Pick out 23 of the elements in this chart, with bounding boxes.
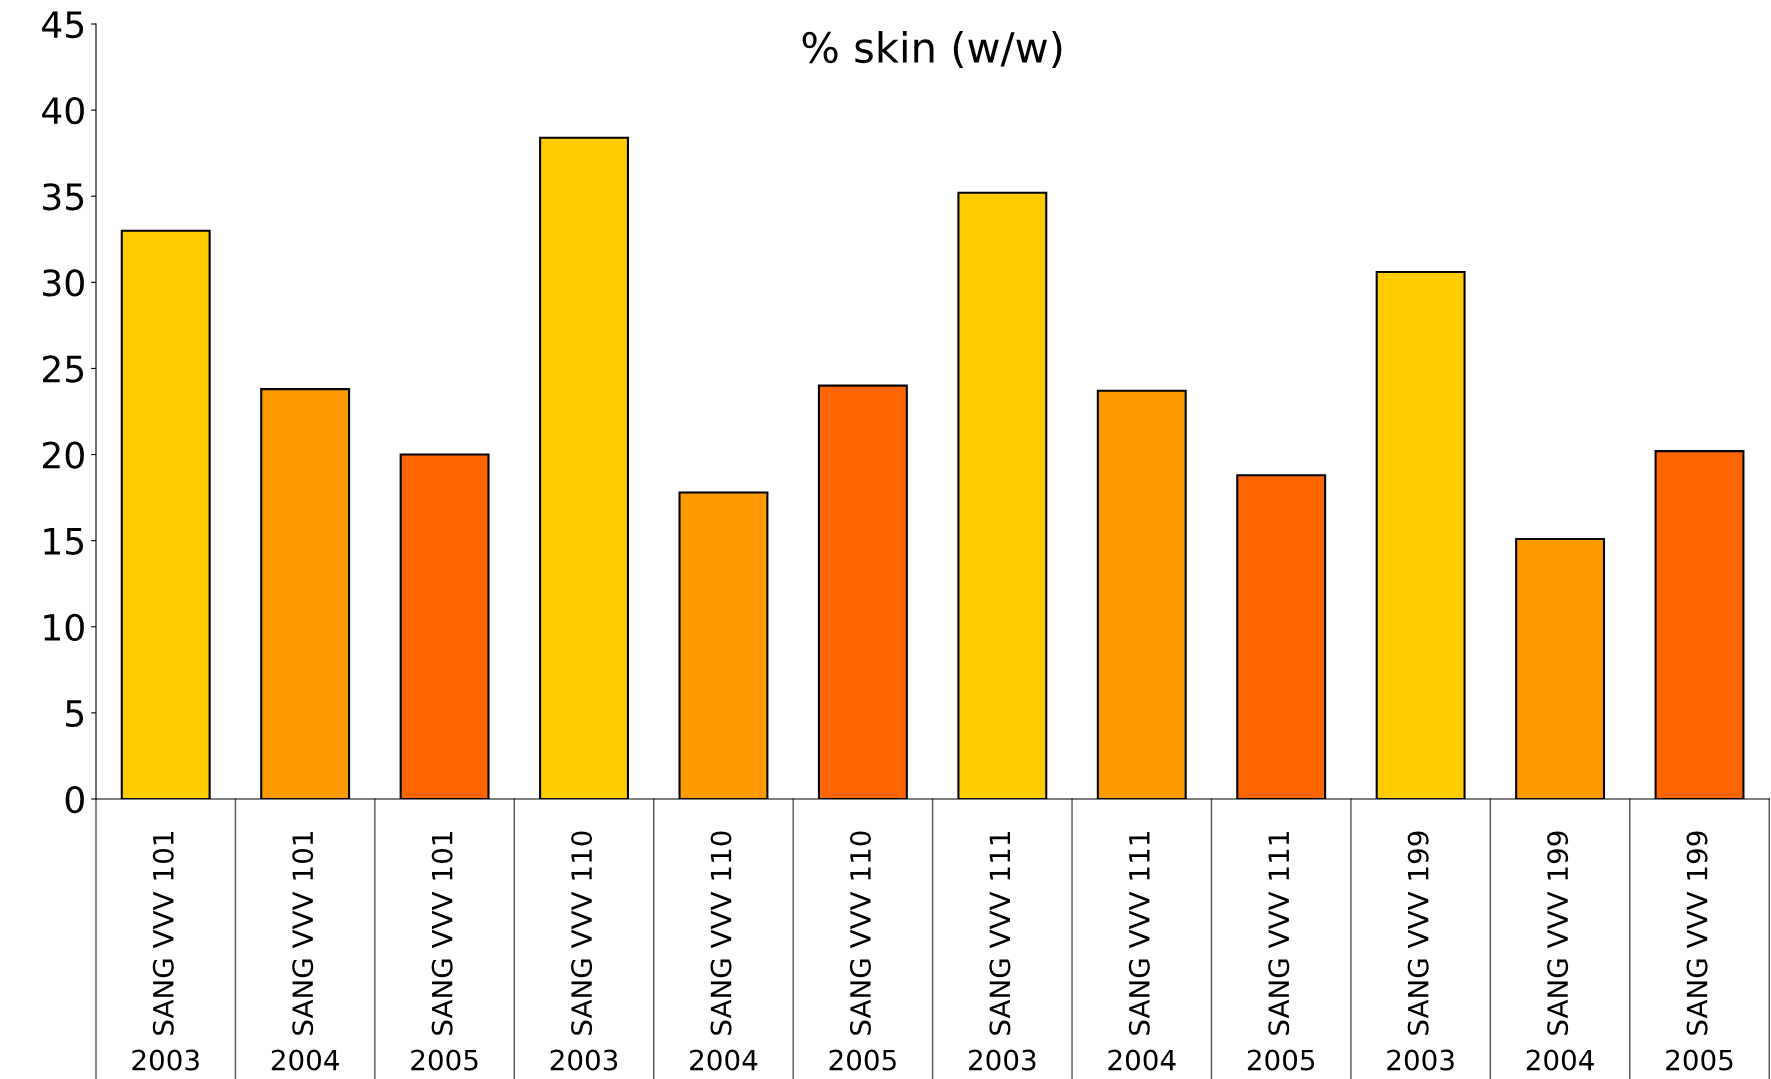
category-label: SANG VVV 111 2003: [969, 832, 1036, 1071]
y-tick-label: 10: [44, 613, 84, 642]
category-label: SANG VVV 199 2003: [1387, 831, 1454, 1071]
category-label: SANG VVV 111 2004: [1108, 832, 1176, 1071]
y-tick-label: 40: [42, 97, 84, 125]
category-label: SANG VVV 101 2004: [271, 832, 339, 1071]
y-tick-label: 5: [66, 700, 84, 728]
y-tick-label: 30: [43, 269, 84, 297]
category-label: SANG VVV 199 2005: [1666, 831, 1733, 1071]
y-tick-label: 35: [43, 183, 84, 211]
category-label: SANG VVV 111 2005: [1247, 832, 1315, 1071]
y-tick-label: 45: [42, 11, 84, 39]
category-label: SANG VVV 101 2003: [132, 832, 199, 1071]
category-label: SANG VVV 110 2004: [690, 831, 758, 1071]
category-label: SANG VVV 199 2004: [1526, 831, 1594, 1071]
y-tick-label: 25: [42, 355, 84, 383]
category-label: SANG VVV 101 2005: [411, 832, 478, 1071]
y-tick-label: 0: [65, 785, 84, 814]
chart-title: % skin (w/w): [802, 30, 1062, 69]
category-label: SANG VVV 110 2003: [550, 831, 618, 1071]
category-label: SANG VVV 110 2005: [829, 831, 896, 1071]
y-tick-label: 15: [44, 528, 84, 555]
y-tick-label: 20: [42, 441, 84, 469]
